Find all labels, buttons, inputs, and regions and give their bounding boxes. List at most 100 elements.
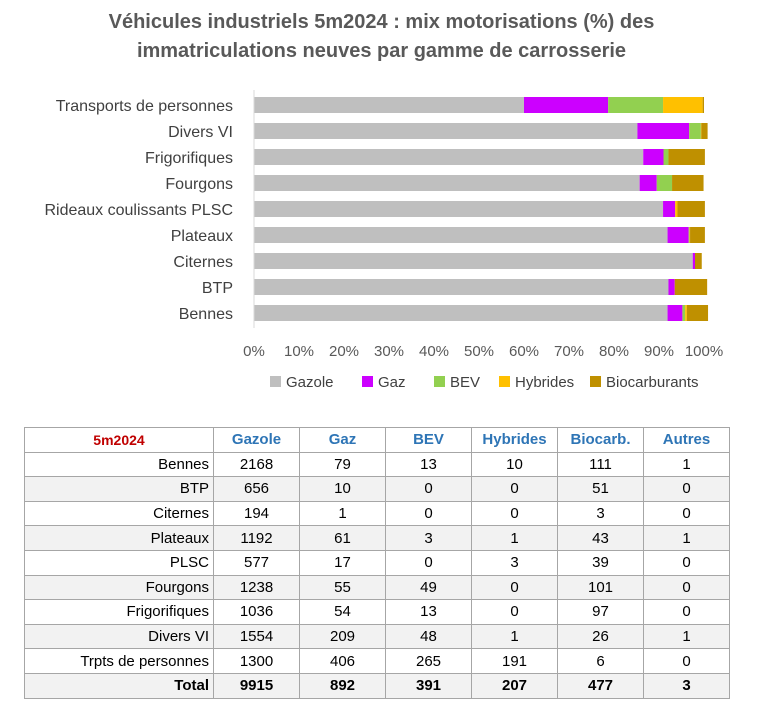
row-label: PLSC <box>24 549 214 576</box>
bar-segment <box>695 253 702 269</box>
chart-title-line2: immatriculations neuves par gamme de car… <box>136 40 627 62</box>
table-cell: 1238 <box>213 574 300 601</box>
legend-swatch <box>499 376 510 387</box>
table-total-cell: 892 <box>299 672 386 699</box>
table-cell: 0 <box>471 599 558 625</box>
x-tick-label: 80% <box>599 343 629 360</box>
bar-segment <box>689 123 701 139</box>
bar-segment <box>254 279 669 295</box>
table-header: Hybrides <box>471 427 558 453</box>
category-label: Citernes <box>173 254 233 271</box>
table-cell: 191 <box>471 648 558 674</box>
table-cell: 49 <box>385 574 472 601</box>
bar-segment <box>675 201 678 217</box>
bar-segment <box>637 123 690 139</box>
table-cell: 1192 <box>213 525 300 551</box>
bar-segment <box>686 305 709 321</box>
x-tick-label: 0% <box>243 343 265 360</box>
table-cell: 79 <box>299 451 386 478</box>
table-header: BEV <box>385 427 472 453</box>
bar-segment <box>254 123 638 139</box>
legend-label: Gaz <box>378 374 406 391</box>
table-cell: 0 <box>643 599 730 625</box>
legend-label: Biocarburants <box>606 374 699 391</box>
table-cell: 13 <box>385 599 472 625</box>
table-cell: 10 <box>471 451 558 478</box>
table-cell: 0 <box>643 574 730 601</box>
bar-segment <box>254 97 524 113</box>
table-cell: 51 <box>557 476 644 502</box>
table-cell: 194 <box>213 500 300 527</box>
x-tick-label: 100% <box>685 343 723 360</box>
bar-segment <box>692 253 695 269</box>
table-total-cell: 391 <box>385 672 472 699</box>
bar-segment <box>682 305 686 321</box>
table-cell: 17 <box>299 549 386 576</box>
category-label: Bennes <box>179 306 233 323</box>
legend-label: BEV <box>450 374 480 391</box>
table-cell: 2168 <box>213 451 300 478</box>
category-label: Rideaux coulissants PLSC <box>44 202 233 219</box>
legend-swatch <box>590 376 601 387</box>
x-tick-label: 20% <box>329 343 359 360</box>
bar-segment <box>663 97 703 113</box>
table-cell: 26 <box>557 623 644 650</box>
table-cell: 97 <box>557 599 644 625</box>
row-label: Divers VI <box>24 623 214 650</box>
table-cell: 0 <box>385 549 472 576</box>
table-header: Autres <box>643 427 730 453</box>
bar-segment <box>639 175 657 191</box>
table-cell: 0 <box>643 476 730 502</box>
table-cell: 3 <box>557 500 644 527</box>
x-tick-label: 40% <box>419 343 449 360</box>
table-cell: 0 <box>471 574 558 601</box>
x-tick-label: 30% <box>374 343 404 360</box>
table-cell: 0 <box>471 476 558 502</box>
row-label: Citernes <box>24 500 214 527</box>
x-tick-label: 60% <box>509 343 539 360</box>
table-cell: 3 <box>385 525 472 551</box>
bar-segment <box>674 279 708 295</box>
bar-segment <box>672 175 704 191</box>
table-cell: 0 <box>643 549 730 576</box>
table-cell: 0 <box>471 500 558 527</box>
table-total-cell: 207 <box>471 672 558 699</box>
table-cell: 3 <box>471 549 558 576</box>
table-cell: 0 <box>385 500 472 527</box>
table-cell: 6 <box>557 648 644 674</box>
bar-segment <box>254 175 640 191</box>
bar-segment <box>667 227 689 243</box>
table-corner-label: 5m2024 <box>24 427 214 453</box>
table-header: Gaz <box>299 427 386 453</box>
bar-segment <box>524 97 609 113</box>
table-cell: 265 <box>385 648 472 674</box>
table-header: Biocarb. <box>557 427 644 453</box>
bar-segment <box>254 227 668 243</box>
bar-segment <box>677 201 705 217</box>
legend-label: Hybrides <box>515 374 574 391</box>
table-header: Gazole <box>213 427 300 453</box>
table-cell: 48 <box>385 623 472 650</box>
table-cell: 43 <box>557 525 644 551</box>
table-total-cell: 3 <box>643 672 730 699</box>
table-cell: 1300 <box>213 648 300 674</box>
table-cell: 39 <box>557 549 644 576</box>
bar-segment <box>685 305 687 321</box>
category-label: BTP <box>202 280 233 297</box>
bar-segment <box>668 279 675 295</box>
table-cell: 1036 <box>213 599 300 625</box>
table-cell: 1 <box>471 623 558 650</box>
table-cell: 61 <box>299 525 386 551</box>
category-label: Divers VI <box>168 124 233 141</box>
table-header-row: 5m2024 Gazole Gaz BEV Hybrides Biocarb. … <box>24 427 730 453</box>
x-tick-label: 50% <box>464 343 494 360</box>
bar-segment <box>702 97 704 113</box>
bar-segment <box>254 149 644 165</box>
bar-segment <box>701 123 708 139</box>
table-row: Frigorifiques 1036 54 13 0 97 0 <box>24 599 730 625</box>
total-label: Total <box>24 672 214 699</box>
bar-segment <box>254 305 668 321</box>
bar-segment <box>656 175 673 191</box>
category-label: Fourgons <box>165 176 233 193</box>
bar-segment <box>608 97 664 113</box>
